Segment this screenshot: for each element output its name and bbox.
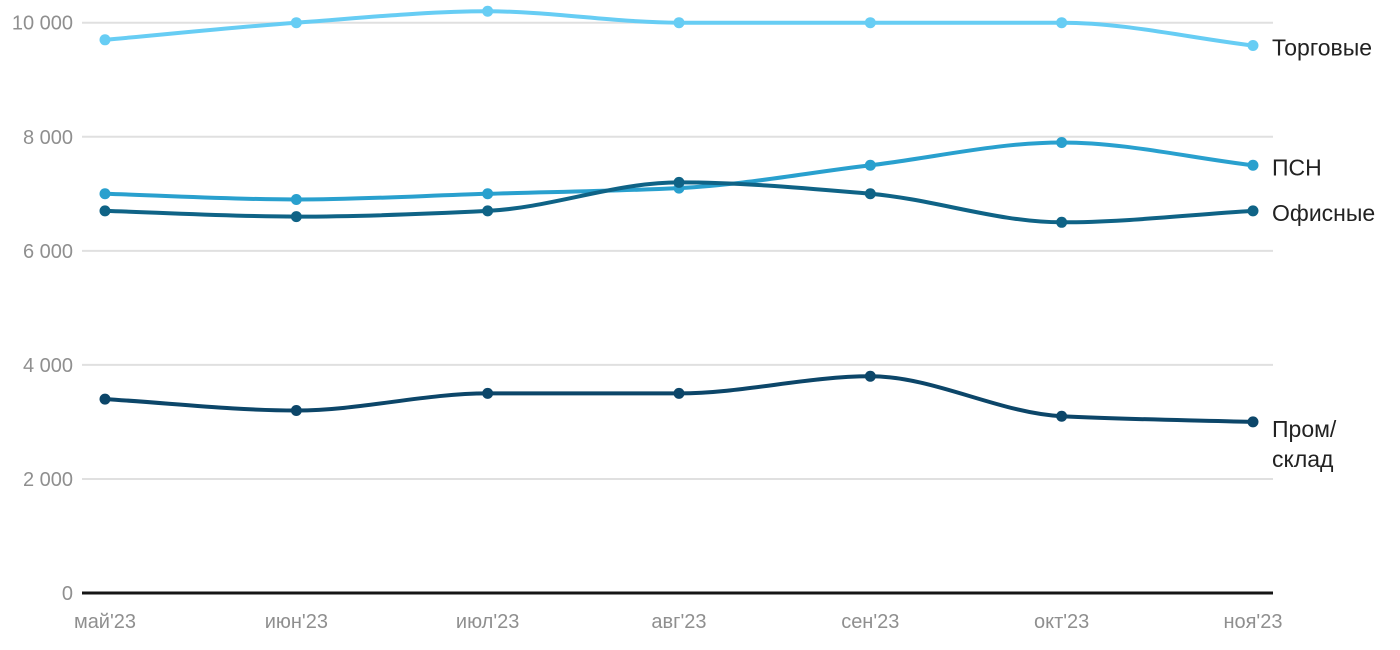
series-point-0-5: [1056, 17, 1068, 29]
series-point-0-0: [99, 34, 111, 46]
series-point-3-0: [99, 393, 111, 405]
y-tick-label-10000: 10 000: [12, 13, 73, 35]
series-point-2-2: [482, 205, 494, 217]
series-point-3-5: [1056, 410, 1068, 422]
y-tick-label-2000: 2 000: [23, 469, 73, 491]
series-point-0-3: [673, 17, 685, 29]
series-point-3-3: [673, 387, 685, 399]
series-point-0-6: [1247, 40, 1259, 52]
series-point-1-4: [864, 159, 876, 171]
series-point-2-5: [1056, 216, 1068, 228]
series-point-1-6: [1247, 159, 1259, 171]
y-tick-label-6000: 6 000: [23, 241, 73, 263]
series-label-3-line1: склад: [1272, 446, 1334, 472]
x-tick-label-0: май'23: [74, 611, 136, 633]
series-label-2: Офисные: [1272, 200, 1375, 226]
series-point-2-0: [99, 205, 111, 217]
series-line-3: [103, 374, 1255, 424]
y-tick-label-4000: 4 000: [23, 355, 73, 377]
y-tick-label-0: 0: [62, 583, 73, 605]
series-line-0: [103, 9, 1255, 48]
x-tick-label-3: авг'23: [651, 611, 706, 633]
series-point-0-4: [864, 17, 876, 29]
x-tick-label-1: июн'23: [265, 611, 328, 633]
series-point-0-1: [290, 17, 302, 29]
series-point-0-2: [482, 5, 494, 17]
series-point-1-0: [99, 188, 111, 200]
x-tick-label-4: сен'23: [841, 611, 899, 633]
series-label-3-line0: Пром/: [1272, 416, 1337, 442]
series-point-3-4: [864, 370, 876, 382]
series-point-1-2: [482, 188, 494, 200]
x-tick-label-2: июл'23: [456, 611, 519, 633]
series-point-1-1: [290, 193, 302, 205]
series-point-2-3: [673, 176, 685, 188]
series-point-3-2: [482, 387, 494, 399]
series-point-3-1: [290, 405, 302, 417]
x-tick-label-5: окт'23: [1034, 611, 1089, 633]
series-point-1-5: [1056, 136, 1068, 148]
series-label-0: Торговые: [1272, 35, 1372, 61]
series-point-3-6: [1247, 416, 1259, 428]
y-tick-label-8000: 8 000: [23, 127, 73, 149]
x-tick-label-6: ноя'23: [1223, 611, 1282, 633]
series-point-2-1: [290, 211, 302, 223]
series-label-1: ПСН: [1272, 154, 1322, 180]
series-point-2-6: [1247, 205, 1259, 217]
series-point-2-4: [864, 188, 876, 200]
